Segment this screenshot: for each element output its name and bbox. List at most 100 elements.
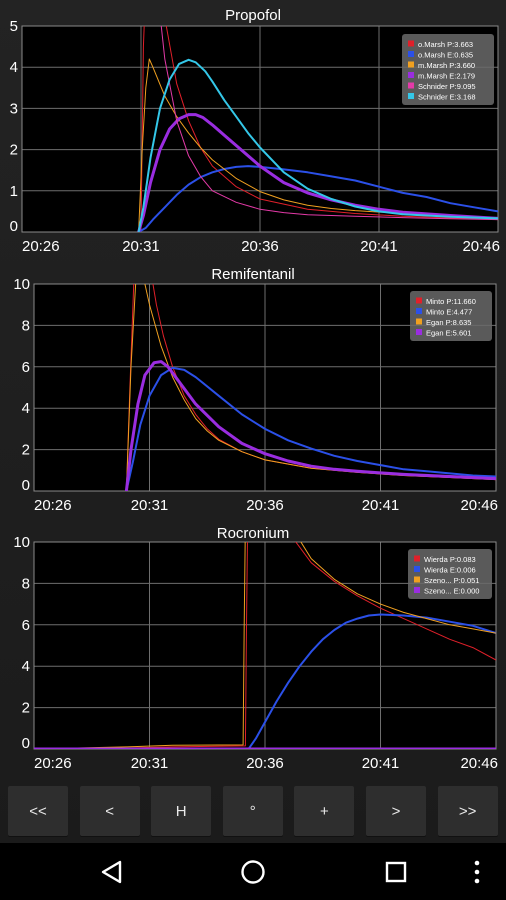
series-line-wierda-e bbox=[34, 613, 496, 749]
forward-far-button[interactable]: >> bbox=[437, 786, 498, 836]
legend-label: Szeno... P:0.051 bbox=[424, 576, 479, 585]
y-tick-label: 4 bbox=[10, 59, 18, 76]
y-tick-label: 8 bbox=[22, 317, 30, 334]
y-tick-label: 2 bbox=[22, 442, 30, 459]
legend-label: Minto P:11.660 bbox=[426, 297, 476, 306]
legend-label: Schnider E:3.168 bbox=[418, 93, 476, 102]
legend-swatch bbox=[408, 51, 414, 57]
recents-button[interactable] bbox=[376, 853, 416, 891]
home-circle-icon bbox=[241, 860, 265, 884]
legend-swatch bbox=[414, 566, 420, 572]
legend-box bbox=[408, 549, 492, 599]
legend-swatch bbox=[416, 329, 422, 335]
series-group bbox=[34, 542, 496, 749]
legend-label: Wierda E:0.006 bbox=[424, 566, 476, 575]
legend-label: m.Marsh E:2.179 bbox=[418, 72, 475, 81]
y-tick-label: 10 bbox=[13, 534, 30, 551]
home-button-nav[interactable] bbox=[233, 853, 273, 891]
legend-swatch bbox=[414, 587, 420, 593]
x-tick-label: 20:26 bbox=[34, 497, 72, 514]
y-tick-label: 5 bbox=[10, 18, 18, 35]
chart-title: Rocronium bbox=[217, 525, 290, 542]
x-tick-label: 20:36 bbox=[246, 755, 284, 772]
system-nav-bar bbox=[0, 843, 506, 900]
recents-square-icon bbox=[385, 861, 407, 883]
legend-label: m.Marsh P:3.660 bbox=[418, 61, 475, 70]
charts-area: Propofol 0 1 2 3 4 5 20:26 20:31 20:36 20:41 20:46 o… bbox=[10, 0, 500, 772]
plot-border bbox=[33, 283, 497, 492]
series-line-egan-e bbox=[124, 360, 496, 491]
legend-label: Szeno... E:0.000 bbox=[424, 587, 479, 596]
x-tick-label: 20:46 bbox=[462, 238, 500, 255]
more-options-button[interactable] bbox=[462, 853, 492, 891]
series-line-m-marsh-e bbox=[137, 113, 498, 232]
series-line-szeno-p bbox=[34, 542, 496, 749]
legend-swatch bbox=[416, 308, 422, 314]
series-line-schnider-e bbox=[137, 58, 498, 232]
x-tick-label: 20:31 bbox=[122, 238, 160, 255]
y-tick-label: 2 bbox=[10, 142, 18, 159]
forward-button[interactable]: > bbox=[366, 786, 426, 836]
plot-border bbox=[21, 25, 499, 233]
legend-label: Minto E:4.477 bbox=[426, 308, 472, 317]
back-triangle-icon bbox=[101, 860, 122, 884]
series-line-o-marsh-p bbox=[140, 26, 498, 232]
rewind-far-button[interactable]: << bbox=[8, 786, 68, 836]
chart-title: Propofol bbox=[225, 7, 281, 24]
legend-label: Schnider P:9.095 bbox=[418, 82, 476, 91]
x-tick-label: 20:41 bbox=[360, 238, 398, 255]
legend-swatch bbox=[414, 576, 420, 583]
series-line-m-marsh-p bbox=[138, 58, 498, 232]
y-tick-label: 4 bbox=[22, 658, 30, 675]
legend-swatch bbox=[408, 93, 414, 99]
legend-box bbox=[402, 34, 494, 105]
x-tick-label: 20:46 bbox=[460, 755, 498, 772]
back-button[interactable] bbox=[92, 853, 132, 891]
x-tick-label: 20:41 bbox=[362, 755, 400, 772]
y-tick-label: 0 bbox=[22, 477, 30, 494]
legend-swatch bbox=[416, 297, 422, 304]
legend-label: o.Marsh E:0.635 bbox=[418, 51, 473, 60]
x-tick-label: 20:36 bbox=[241, 238, 279, 255]
app-screen: Propofol 0 1 2 3 4 5 20:26 20:31 20:36 20:41 20:46 o… bbox=[0, 0, 506, 843]
y-tick-label: 0 bbox=[22, 735, 30, 752]
chart-propofol[interactable]: Propofol 0 1 2 3 4 5 20:26 20:31 20:36 20:41 20:46 o… bbox=[10, 0, 500, 255]
legend-swatch bbox=[408, 40, 414, 47]
rewind-button[interactable]: < bbox=[79, 786, 140, 836]
y-tick-label: 0 bbox=[10, 218, 18, 235]
x-tick-label: 20:26 bbox=[22, 238, 60, 255]
legend-label: o.Marsh P:3.663 bbox=[418, 40, 473, 49]
legend-swatch bbox=[416, 318, 422, 325]
zoom-in-button[interactable]: + bbox=[294, 786, 355, 836]
legend-label: Egan E:5.601 bbox=[426, 329, 471, 338]
series-line-o-marsh-e bbox=[138, 165, 498, 232]
chart-remifentanil[interactable]: Remifentanil 0 2 4 6 8 10 20:26 20:31 20:36 20:41 2… bbox=[13, 201, 498, 514]
legend-swatch bbox=[414, 555, 420, 562]
y-tick-label: 1 bbox=[10, 183, 18, 200]
y-tick-label: 8 bbox=[22, 575, 30, 592]
legend-label: Wierda P:0.083 bbox=[424, 555, 476, 564]
x-tick-label: 20:36 bbox=[246, 497, 284, 514]
home-button[interactable]: H bbox=[151, 786, 212, 836]
x-tick-label: 20:41 bbox=[362, 497, 400, 514]
legend-swatch bbox=[408, 72, 414, 78]
toolbar: << < H ° + > >> bbox=[0, 783, 506, 841]
x-tick-label: 20:26 bbox=[34, 755, 72, 772]
zoom-reset-button[interactable]: ° bbox=[222, 786, 283, 836]
legend-box bbox=[410, 291, 492, 341]
y-tick-label: 10 bbox=[13, 276, 30, 293]
series-group bbox=[137, 26, 498, 232]
chart-title: Remifentanil bbox=[211, 266, 294, 283]
x-tick-label: 20:46 bbox=[460, 497, 498, 514]
y-tick-label: 3 bbox=[10, 100, 18, 117]
y-tick-label: 2 bbox=[22, 700, 30, 717]
legend-swatch bbox=[408, 82, 414, 89]
series-group bbox=[124, 284, 496, 491]
legend-label: Egan P:8.635 bbox=[426, 318, 471, 327]
x-tick-label: 20:31 bbox=[131, 497, 169, 514]
y-tick-label: 4 bbox=[22, 400, 30, 417]
more-vertical-icon bbox=[474, 860, 480, 884]
x-tick-label: 20:31 bbox=[131, 755, 169, 772]
legend-swatch bbox=[408, 61, 414, 68]
chart-rocronium[interactable]: Rocronium 0 2 4 6 8 10 20:26 20:31 20:36 20:41 20:4… bbox=[13, 521, 498, 772]
